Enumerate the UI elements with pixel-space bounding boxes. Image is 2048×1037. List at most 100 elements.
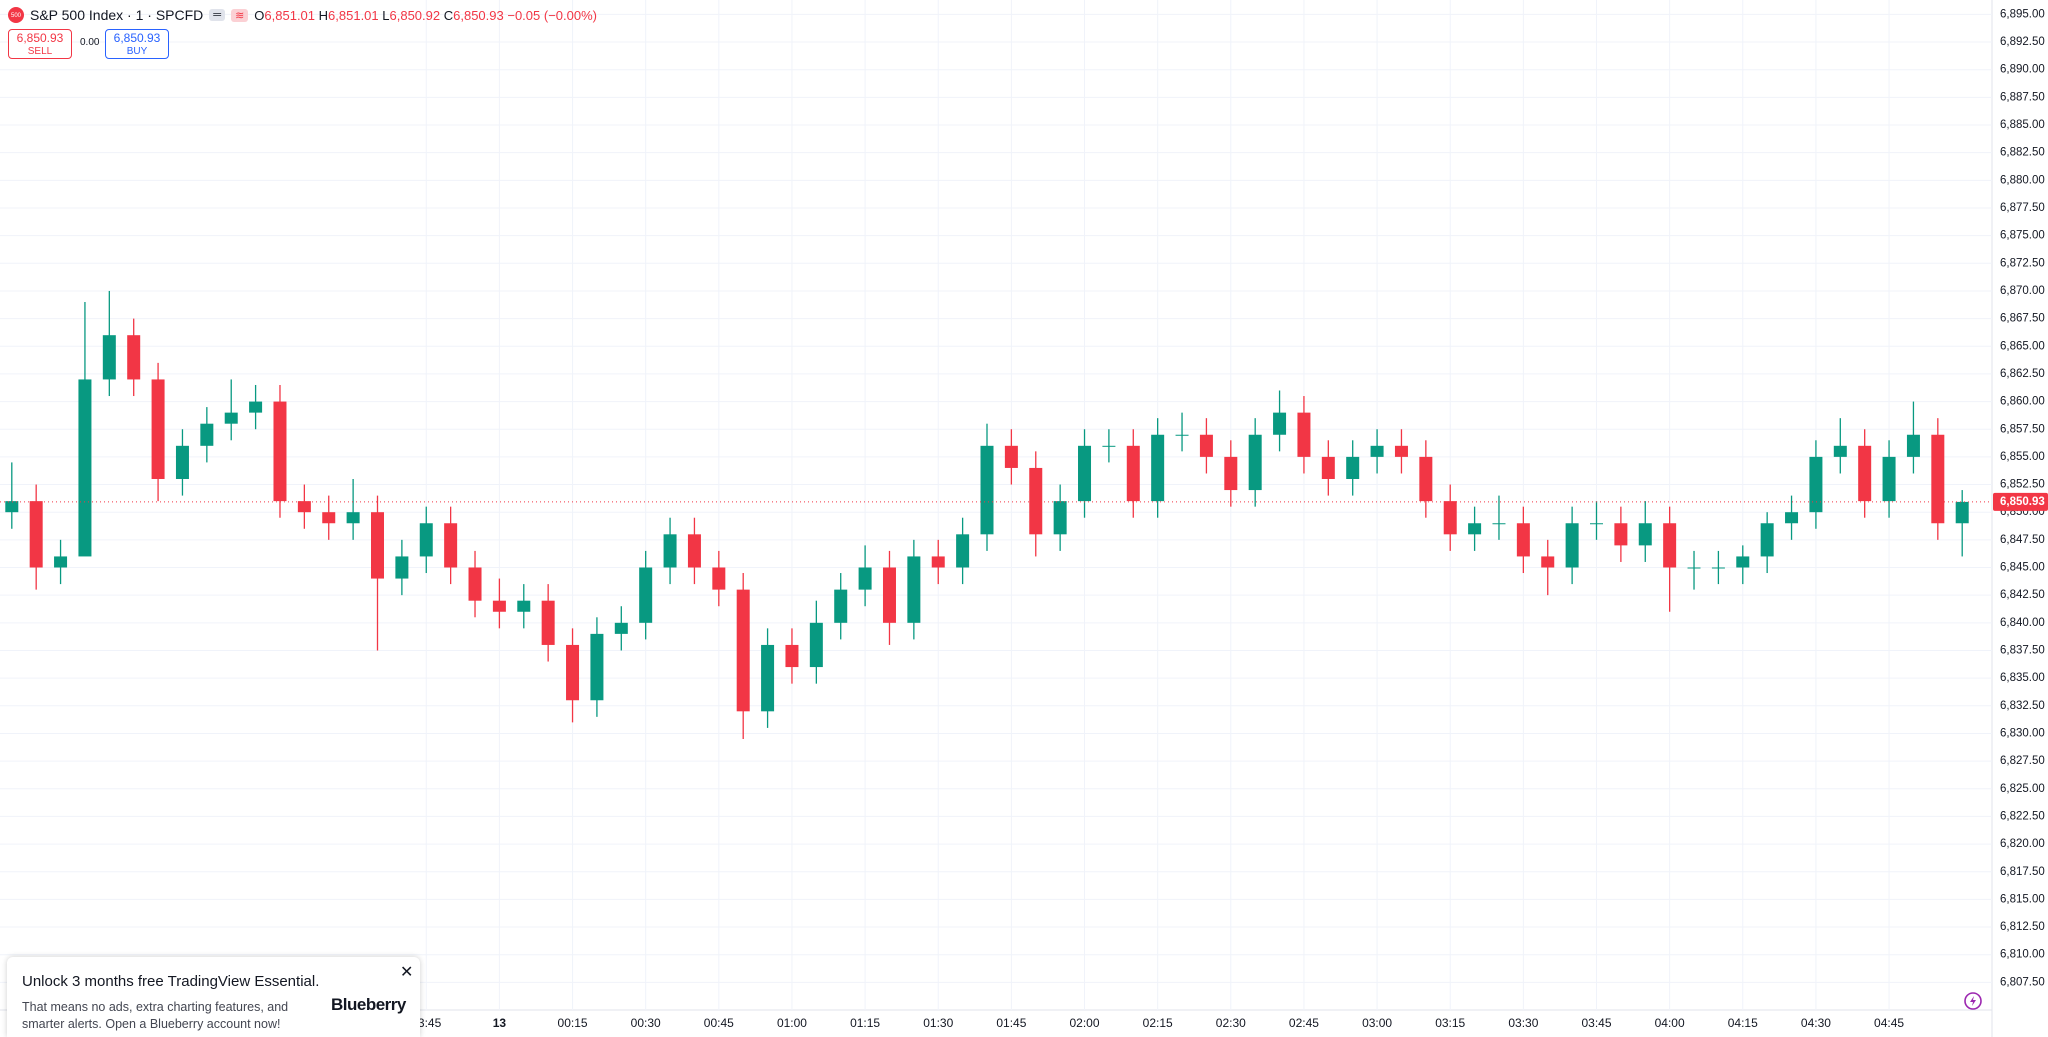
candle-body (614, 622, 628, 634)
candle-body (224, 412, 238, 424)
candle-body (590, 633, 604, 701)
x-tick-label: 04:30 (1801, 1016, 1831, 1030)
x-tick-label: 02:00 (1070, 1016, 1100, 1030)
lightning-icon[interactable] (1962, 990, 1984, 1012)
candle-body (1004, 445, 1018, 468)
y-tick-label: 6,835.00 (2000, 672, 2045, 684)
ohlc-change: −0.05 (−0.00%) (507, 7, 597, 23)
buy-label: BUY (126, 46, 148, 57)
x-tick-label: 04:00 (1655, 1016, 1685, 1030)
sell-price: 6,850.93 (16, 31, 64, 45)
candle-body (1736, 556, 1750, 568)
ohlc-key: H (318, 7, 329, 23)
y-tick-label: 6,860.00 (2000, 396, 2045, 408)
candle-body (834, 589, 848, 623)
x-tick-label: 03:15 (1435, 1016, 1465, 1030)
x-tick-label: 04:15 (1728, 1016, 1758, 1030)
candle-body (1614, 523, 1628, 546)
y-tick-label: 6,845.00 (2000, 562, 2045, 574)
candle-body (1468, 523, 1482, 535)
candle-body (1199, 434, 1213, 457)
buy-button[interactable]: 6,850.93 BUY (105, 29, 169, 59)
candle-body (566, 644, 580, 701)
candle-body (419, 523, 433, 557)
candle-body (322, 512, 336, 524)
candle-body (492, 600, 506, 612)
candle-body (1955, 501, 1969, 524)
ohlc-key: O (254, 7, 265, 23)
y-tick-label: 6,865.00 (2000, 340, 2045, 352)
y-tick-label: 6,807.50 (2000, 976, 2045, 988)
y-tick-label: 6,815.00 (2000, 893, 2045, 905)
candle-body (1541, 556, 1555, 568)
sell-label: SELL (27, 46, 53, 57)
legend-header: 500 S&P 500 Index · 1 · SPCFD ═ ≋ O6,851… (8, 4, 597, 26)
ohlc-value: 6,850.92 (389, 7, 441, 23)
candle-body (297, 501, 311, 513)
candle-body (1224, 456, 1238, 491)
svg-text:500: 500 (11, 13, 22, 19)
candle-body (663, 534, 677, 568)
x-tick-label: 04:45 (1874, 1016, 1904, 1030)
y-tick-label: 6,852.50 (2000, 479, 2045, 491)
candle-body (858, 567, 872, 590)
x-tick-label: 02:30 (1216, 1016, 1246, 1030)
y-tick-label: 6,875.00 (2000, 230, 2045, 242)
candle-body (1760, 523, 1774, 557)
candle-body (1882, 456, 1896, 502)
candle-body (1297, 412, 1311, 457)
y-tick-label: 6,827.50 (2000, 755, 2045, 767)
candle-body (1590, 523, 1603, 525)
candle-body (1370, 445, 1384, 457)
sell-button[interactable]: 6,850.93 SELL (8, 29, 72, 59)
candle-body (102, 335, 116, 380)
candle-body (151, 379, 165, 480)
candle-body (541, 600, 555, 645)
candle-body (517, 600, 531, 612)
candle-body (712, 567, 726, 590)
close-button[interactable]: ✕ (400, 964, 414, 981)
candle-body (1906, 434, 1920, 457)
last-price-label: 6,850.93 (2000, 496, 2045, 508)
x-tick-label: 02:15 (1143, 1016, 1173, 1030)
x-tick-label: 02:45 (1289, 1016, 1319, 1030)
y-tick-label: 6,855.00 (2000, 451, 2045, 463)
x-tick-label: 01:15 (850, 1016, 880, 1030)
candle-body (127, 335, 141, 380)
candle-body (1638, 523, 1652, 546)
ohlc-value: 6,851.01 (328, 7, 379, 23)
y-tick-label: 6,822.50 (2000, 810, 2045, 822)
candle-body (907, 556, 921, 623)
candle-body (1858, 445, 1872, 502)
candle-body (1248, 434, 1262, 491)
candle-body (639, 567, 653, 623)
buy-price: 6,850.93 (113, 31, 161, 45)
ohlc-values: O6,851.01 H6,851.01 L6,850.92 C6,850.93 … (254, 8, 597, 23)
y-tick-label: 6,847.50 (2000, 534, 2045, 546)
candle-body (809, 622, 823, 668)
last-price-tag (1993, 492, 2048, 511)
x-tick-label: 00:30 (631, 1016, 661, 1030)
candle-body (1394, 445, 1408, 457)
promo-title: Unlock 3 months free TradingView Essenti… (22, 973, 320, 990)
x-tick-label: 03:00 (1362, 1016, 1392, 1030)
candle-body (931, 556, 945, 568)
x-tick-label: 01:45 (996, 1016, 1026, 1030)
candle-body (1078, 445, 1092, 502)
candle-body (200, 423, 214, 446)
candle-body (29, 501, 43, 568)
y-tick-label: 6,880.00 (2000, 174, 2045, 186)
ohlc-key: L (382, 7, 390, 23)
candle-body (1443, 501, 1457, 535)
candle-body (1151, 434, 1165, 502)
candle-body (1029, 467, 1043, 535)
y-tick-label: 6,887.50 (2000, 91, 2045, 103)
candle-body (1711, 567, 1725, 569)
y-tick-label: 6,867.50 (2000, 313, 2045, 325)
y-tick-label: 6,862.50 (2000, 368, 2045, 380)
candle-body (468, 567, 482, 601)
candle-body (687, 534, 701, 568)
x-tick-label: 00:45 (704, 1016, 734, 1030)
